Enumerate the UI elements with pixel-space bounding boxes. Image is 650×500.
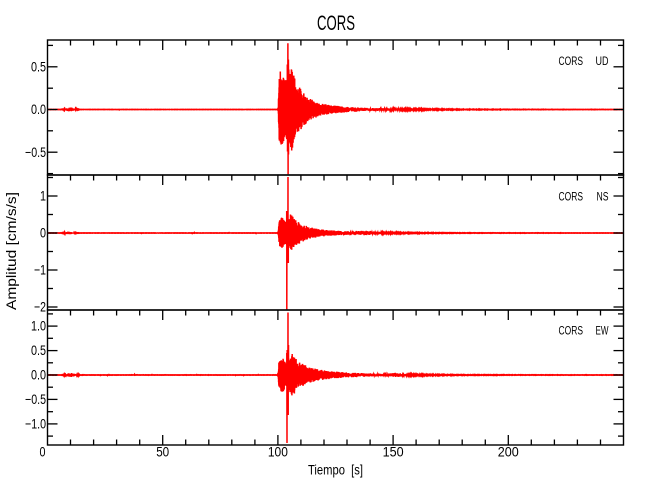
svg-text:CORS: CORS [559, 324, 584, 338]
svg-text:Amplitud [cm/s/s]: Amplitud [cm/s/s] [3, 192, 19, 310]
svg-text:100: 100 [268, 443, 288, 459]
svg-text:−0.5: −0.5 [25, 144, 46, 160]
svg-text:0.5: 0.5 [31, 58, 46, 74]
svg-text:200: 200 [498, 443, 519, 459]
svg-text:0: 0 [40, 443, 46, 459]
svg-text:CORS: CORS [559, 54, 584, 68]
svg-text:−1.0: −1.0 [25, 416, 46, 432]
svg-text:0.5: 0.5 [31, 342, 46, 358]
svg-text:−2: −2 [34, 299, 46, 315]
svg-text:0.0: 0.0 [31, 101, 46, 117]
svg-text:0.0: 0.0 [31, 367, 46, 383]
svg-text:1.0: 1.0 [31, 318, 46, 334]
svg-text:1: 1 [40, 188, 46, 204]
svg-text:UD: UD [596, 54, 609, 68]
svg-text:Tiempo [s]: Tiempo [s] [308, 462, 363, 478]
svg-text:−0.5: −0.5 [25, 391, 46, 407]
svg-text:−1: −1 [34, 262, 46, 278]
svg-text:50: 50 [156, 443, 169, 459]
svg-text:EW: EW [596, 324, 609, 338]
svg-text:CORS: CORS [317, 12, 355, 35]
svg-text:0: 0 [40, 225, 46, 241]
svg-text:NS: NS [597, 190, 609, 204]
svg-text:CORS: CORS [559, 190, 584, 204]
svg-text:150: 150 [383, 443, 404, 459]
